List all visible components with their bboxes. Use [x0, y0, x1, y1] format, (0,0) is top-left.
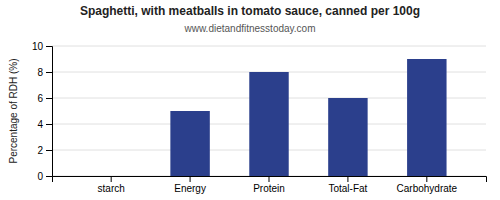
y-tick-mark	[46, 124, 52, 125]
y-axis: 0 2 4 6 8 10	[32, 41, 53, 182]
y-tick: 0	[37, 171, 52, 182]
x-tick-label: starch	[98, 183, 125, 194]
x-tick-label: Total-Fat	[328, 183, 367, 194]
x-tick: Protein	[253, 176, 285, 194]
x-tick: Total-Fat	[328, 176, 367, 194]
x-tick: Carbohydrate	[397, 176, 458, 194]
x-axis: starch Energy Protein Total-Fat Carbohydrate	[53, 176, 487, 194]
y-tick-mark	[46, 98, 52, 99]
y-tick-label: 2	[37, 145, 43, 156]
x-tick: starch	[98, 176, 125, 194]
y-tick-label: 6	[37, 93, 43, 104]
y-tick-mark	[46, 150, 52, 151]
y-tick-label: 0	[37, 171, 43, 182]
y-tick: 8	[37, 67, 52, 78]
x-tick-label: Energy	[174, 183, 206, 194]
bar	[249, 72, 288, 176]
plot: 0 2 4 6 8 10 starch Energy Protein Total-Fat Carbo…	[32, 41, 487, 194]
x-axis-line	[53, 177, 487, 183]
y-tick-mark	[46, 176, 52, 177]
y-tick-mark	[46, 72, 52, 73]
x-tick-label: Protein	[253, 183, 285, 194]
y-tick-label: 10	[32, 41, 44, 52]
subtitle: www.dietandfitnesstoday.com	[184, 23, 316, 34]
chart: Spaghetti, with meatballs in tomato sauc…	[0, 0, 500, 200]
y-tick: 10	[32, 41, 52, 52]
bars	[170, 59, 446, 176]
x-tick-mark	[426, 176, 427, 182]
y-tick: 2	[37, 145, 52, 156]
y-tick-label: 8	[37, 67, 43, 78]
title: Spaghetti, with meatballs in tomato sauc…	[80, 4, 420, 18]
y-tick-label: 4	[37, 119, 43, 130]
grid	[52, 46, 486, 176]
x-tick-mark	[269, 176, 270, 182]
y-tick: 6	[37, 93, 52, 104]
bar	[407, 59, 446, 176]
y-axis-title: Percentage of RDH (%)	[8, 58, 19, 163]
x-tick-mark	[347, 176, 348, 182]
bar	[91, 176, 130, 177]
x-tick: Energy	[174, 176, 206, 194]
bar	[170, 111, 209, 176]
x-tick-mark	[111, 176, 112, 182]
bar	[328, 98, 367, 176]
x-tick-mark	[190, 176, 191, 182]
y-tick-mark	[46, 46, 52, 47]
y-axis-line	[46, 47, 53, 177]
y-tick: 4	[37, 119, 52, 130]
grid-line	[52, 46, 486, 47]
x-tick-label: Carbohydrate	[397, 183, 458, 194]
